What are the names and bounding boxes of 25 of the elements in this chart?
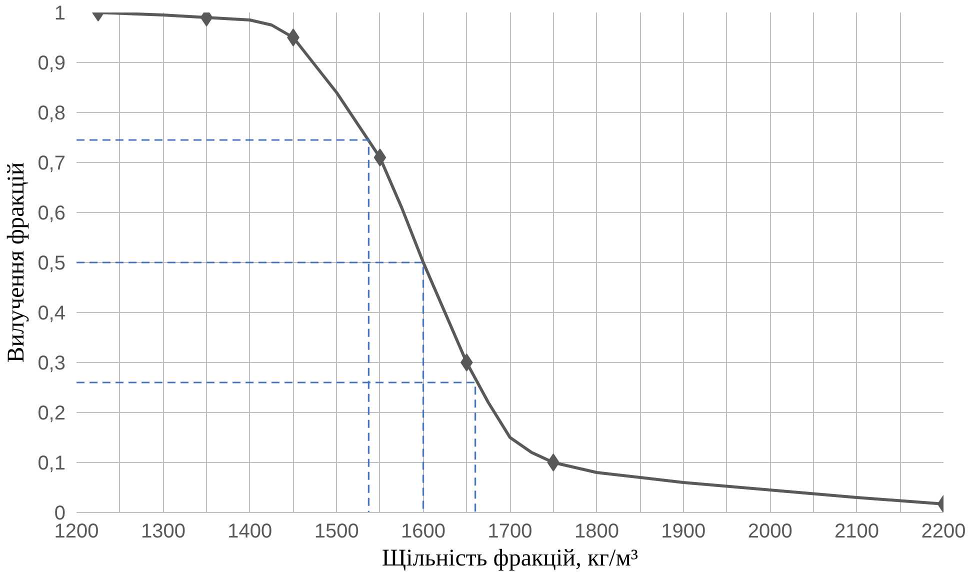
point — [547, 454, 560, 472]
x-tick-label: 1400 — [228, 520, 272, 542]
x-tick-label: 2000 — [748, 520, 792, 542]
x-tick-label: 1300 — [140, 520, 186, 542]
y-tick-label: 0,4 — [38, 302, 66, 324]
y-tick-label: 0,7 — [38, 152, 66, 174]
y-tick-label: 0,9 — [38, 52, 66, 74]
x-tick-label: 2200 — [921, 520, 966, 542]
x-axis-title: Щільність фракцій, кг/м³ — [382, 546, 638, 572]
y-tick-label: 0,6 — [38, 202, 66, 224]
y-tick-label: 0,5 — [38, 252, 66, 274]
x-tick-label: 2100 — [834, 520, 880, 542]
x-tick-label: 1700 — [488, 520, 532, 542]
y-axis-title: Вилучення фракцій — [4, 162, 30, 363]
y-tick-label: 0,1 — [38, 452, 66, 474]
x-tick-label: 1800 — [574, 520, 619, 542]
y-tick-label: 1 — [54, 2, 66, 24]
x-tick-label: 1900 — [661, 520, 706, 542]
x-tick-label: 1500 — [314, 520, 359, 542]
y-tick-label: 0,8 — [38, 102, 66, 124]
y-tick-label: 0,2 — [38, 402, 66, 424]
x-tick-label: 1600 — [401, 520, 446, 542]
point — [460, 354, 473, 372]
point — [374, 148, 386, 166]
y-tick-label: 0,3 — [38, 352, 66, 374]
